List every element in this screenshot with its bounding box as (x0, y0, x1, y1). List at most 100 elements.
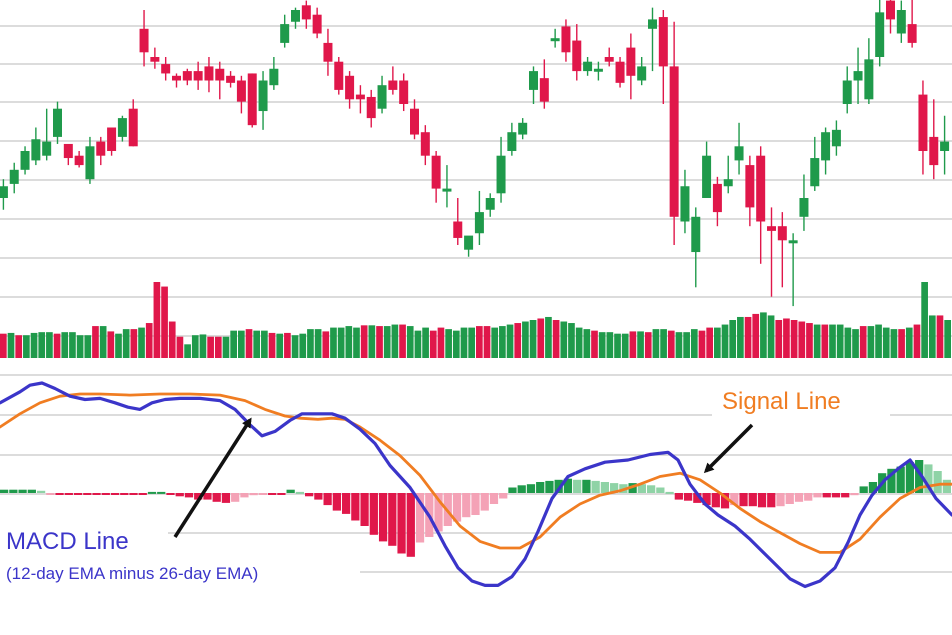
volume-bar (414, 330, 422, 358)
histogram-bar (850, 493, 859, 496)
volume-bar (122, 329, 130, 358)
volume-bar (345, 326, 353, 358)
volume-bar (307, 329, 314, 358)
volume-bar (683, 332, 690, 358)
candle-body (572, 40, 582, 72)
histogram-bar (720, 493, 730, 509)
macd-arrow (173, 417, 252, 538)
volume-bar (936, 315, 944, 358)
volume-bar (468, 327, 475, 358)
volume-bar (176, 336, 184, 358)
volume-bar (859, 326, 867, 358)
volume-bar (92, 326, 99, 358)
volume-bar (560, 321, 568, 358)
volume-bar (829, 324, 836, 358)
candle-body (767, 226, 776, 231)
candle-body (777, 226, 787, 241)
histogram-bar (138, 493, 147, 495)
histogram-bar (646, 485, 656, 493)
candle-body (810, 158, 820, 187)
candle-body (734, 146, 744, 161)
histogram-bar (831, 493, 841, 498)
histogram-bar (748, 493, 757, 507)
volume-bar (537, 318, 545, 358)
histogram-bar (841, 493, 850, 498)
candle-body (182, 71, 192, 81)
volume-bar (84, 335, 92, 358)
candle-body (96, 141, 106, 156)
macd-lines (0, 381, 952, 589)
volume-bar (376, 326, 383, 358)
candle-body (821, 132, 831, 161)
candle-body (366, 96, 376, 119)
volume-bar (629, 331, 637, 358)
volume-bar (199, 334, 207, 358)
candle-body (529, 71, 538, 90)
histogram-bar (554, 479, 563, 493)
histogram-bar (268, 493, 277, 495)
volume-bar (882, 327, 890, 358)
candle-body (236, 80, 246, 102)
candle-body (940, 141, 950, 151)
candle-body (875, 12, 885, 58)
macd-line-sublabel: (12-day EMA minus 26-day EMA) (6, 564, 258, 583)
volume-bar (422, 327, 429, 358)
histogram-bar (175, 493, 184, 497)
volume-bar (522, 321, 529, 358)
volume-bar (614, 333, 621, 358)
volume-bar (207, 336, 214, 358)
histogram-bar (924, 464, 933, 493)
candle-body (355, 94, 365, 100)
histogram-bar (767, 493, 776, 508)
candle-body (107, 127, 117, 151)
volume-bar (529, 320, 537, 358)
histogram-bar (157, 491, 166, 494)
histogram-bar (73, 493, 83, 495)
volume-bar (322, 331, 330, 358)
histogram-bar (499, 493, 508, 499)
histogram-bar (83, 493, 92, 495)
volume-bar (138, 327, 145, 358)
volume-bar (245, 329, 253, 358)
candle-body (648, 19, 657, 29)
candle-body (831, 129, 841, 147)
histogram-bar (739, 493, 748, 507)
candle-body (496, 155, 506, 194)
candle-body (280, 24, 290, 43)
volume-bar (706, 327, 713, 358)
volume-bar (928, 315, 936, 358)
candle-body (31, 139, 41, 161)
volume-bar (621, 333, 629, 358)
candle-body (215, 68, 225, 81)
volume-bar (291, 335, 299, 358)
volume-bar (368, 325, 376, 358)
volume-bar (844, 327, 852, 358)
volume-bar (606, 332, 614, 358)
volume-bar (737, 316, 744, 358)
histogram-bar (942, 479, 951, 493)
histogram-bar (101, 493, 110, 495)
candle-body (896, 10, 906, 34)
volume-bar (483, 326, 491, 358)
volume-bar (506, 324, 514, 358)
signal-arrow (703, 423, 754, 474)
histogram-bar (277, 493, 286, 495)
volume-bar (145, 323, 153, 358)
volume-bar (867, 326, 875, 358)
volume-bar (99, 326, 107, 358)
candle-body (626, 47, 636, 76)
histogram-bar (683, 493, 693, 501)
histogram-bar (9, 489, 18, 493)
volume-bar (107, 331, 115, 358)
signal-line (0, 392, 952, 554)
volume-bar (429, 330, 437, 358)
histogram-bar (129, 493, 138, 495)
candle-body (117, 118, 127, 137)
volume-bar (0, 333, 7, 358)
candle-body (442, 188, 452, 192)
candle-body (63, 143, 73, 159)
volume-bar (184, 344, 191, 358)
histogram-bar (64, 493, 73, 495)
candle-body (301, 5, 311, 20)
